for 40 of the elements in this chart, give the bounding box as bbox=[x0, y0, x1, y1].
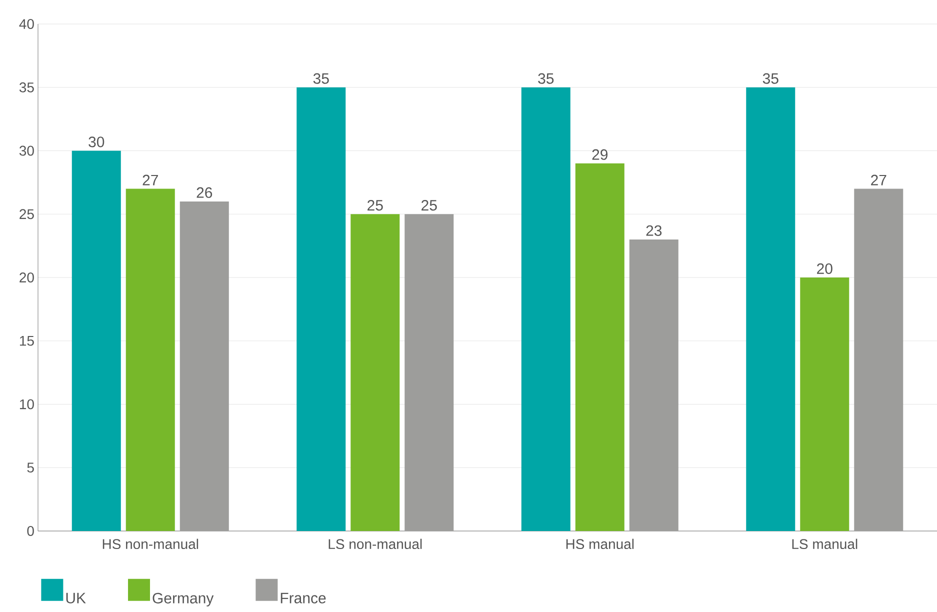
bar bbox=[746, 87, 796, 531]
data-label: 29 bbox=[592, 149, 608, 160]
bar bbox=[404, 214, 454, 531]
bar bbox=[800, 277, 850, 531]
y-tick-label: 40 bbox=[19, 19, 34, 29]
x-tick-label: HS manual bbox=[566, 538, 634, 550]
y-tick-label: 10 bbox=[20, 399, 34, 410]
y-tick-label: 5 bbox=[27, 462, 34, 473]
data-label: 35 bbox=[313, 73, 329, 84]
data-label: 30 bbox=[88, 136, 104, 148]
data-label: 23 bbox=[646, 225, 662, 236]
data-label: 27 bbox=[871, 174, 886, 186]
y-tick-label: 0 bbox=[27, 526, 34, 536]
data-label: 25 bbox=[422, 200, 437, 211]
data-label: 27 bbox=[142, 174, 158, 186]
legend-label: France bbox=[280, 592, 326, 604]
bar bbox=[575, 163, 624, 531]
bar bbox=[180, 201, 229, 531]
y-tick-label: 35 bbox=[19, 82, 34, 92]
bar bbox=[854, 188, 904, 531]
x-tick-label: HS non-manual bbox=[102, 538, 198, 550]
bar bbox=[521, 87, 570, 531]
y-tick-label: 20 bbox=[20, 272, 34, 282]
data-label: 26 bbox=[196, 187, 212, 198]
bar bbox=[126, 188, 175, 531]
x-tick-label: LS manual bbox=[792, 538, 858, 550]
y-tick-label: 15 bbox=[20, 336, 34, 346]
data-label: 20 bbox=[817, 263, 832, 274]
legend-label: UK bbox=[66, 592, 86, 604]
bar bbox=[296, 87, 346, 531]
data-label: 35 bbox=[538, 73, 554, 84]
x-tick-label: LS non-manual bbox=[328, 538, 422, 550]
y-tick-label: 30 bbox=[19, 146, 34, 156]
bar bbox=[72, 150, 121, 531]
legend-label: Germany bbox=[152, 592, 214, 606]
data-label: 35 bbox=[762, 73, 778, 84]
bar bbox=[629, 239, 678, 531]
y-tick-label: 25 bbox=[20, 209, 34, 220]
bar bbox=[350, 214, 400, 531]
data-label: 25 bbox=[368, 200, 383, 211]
